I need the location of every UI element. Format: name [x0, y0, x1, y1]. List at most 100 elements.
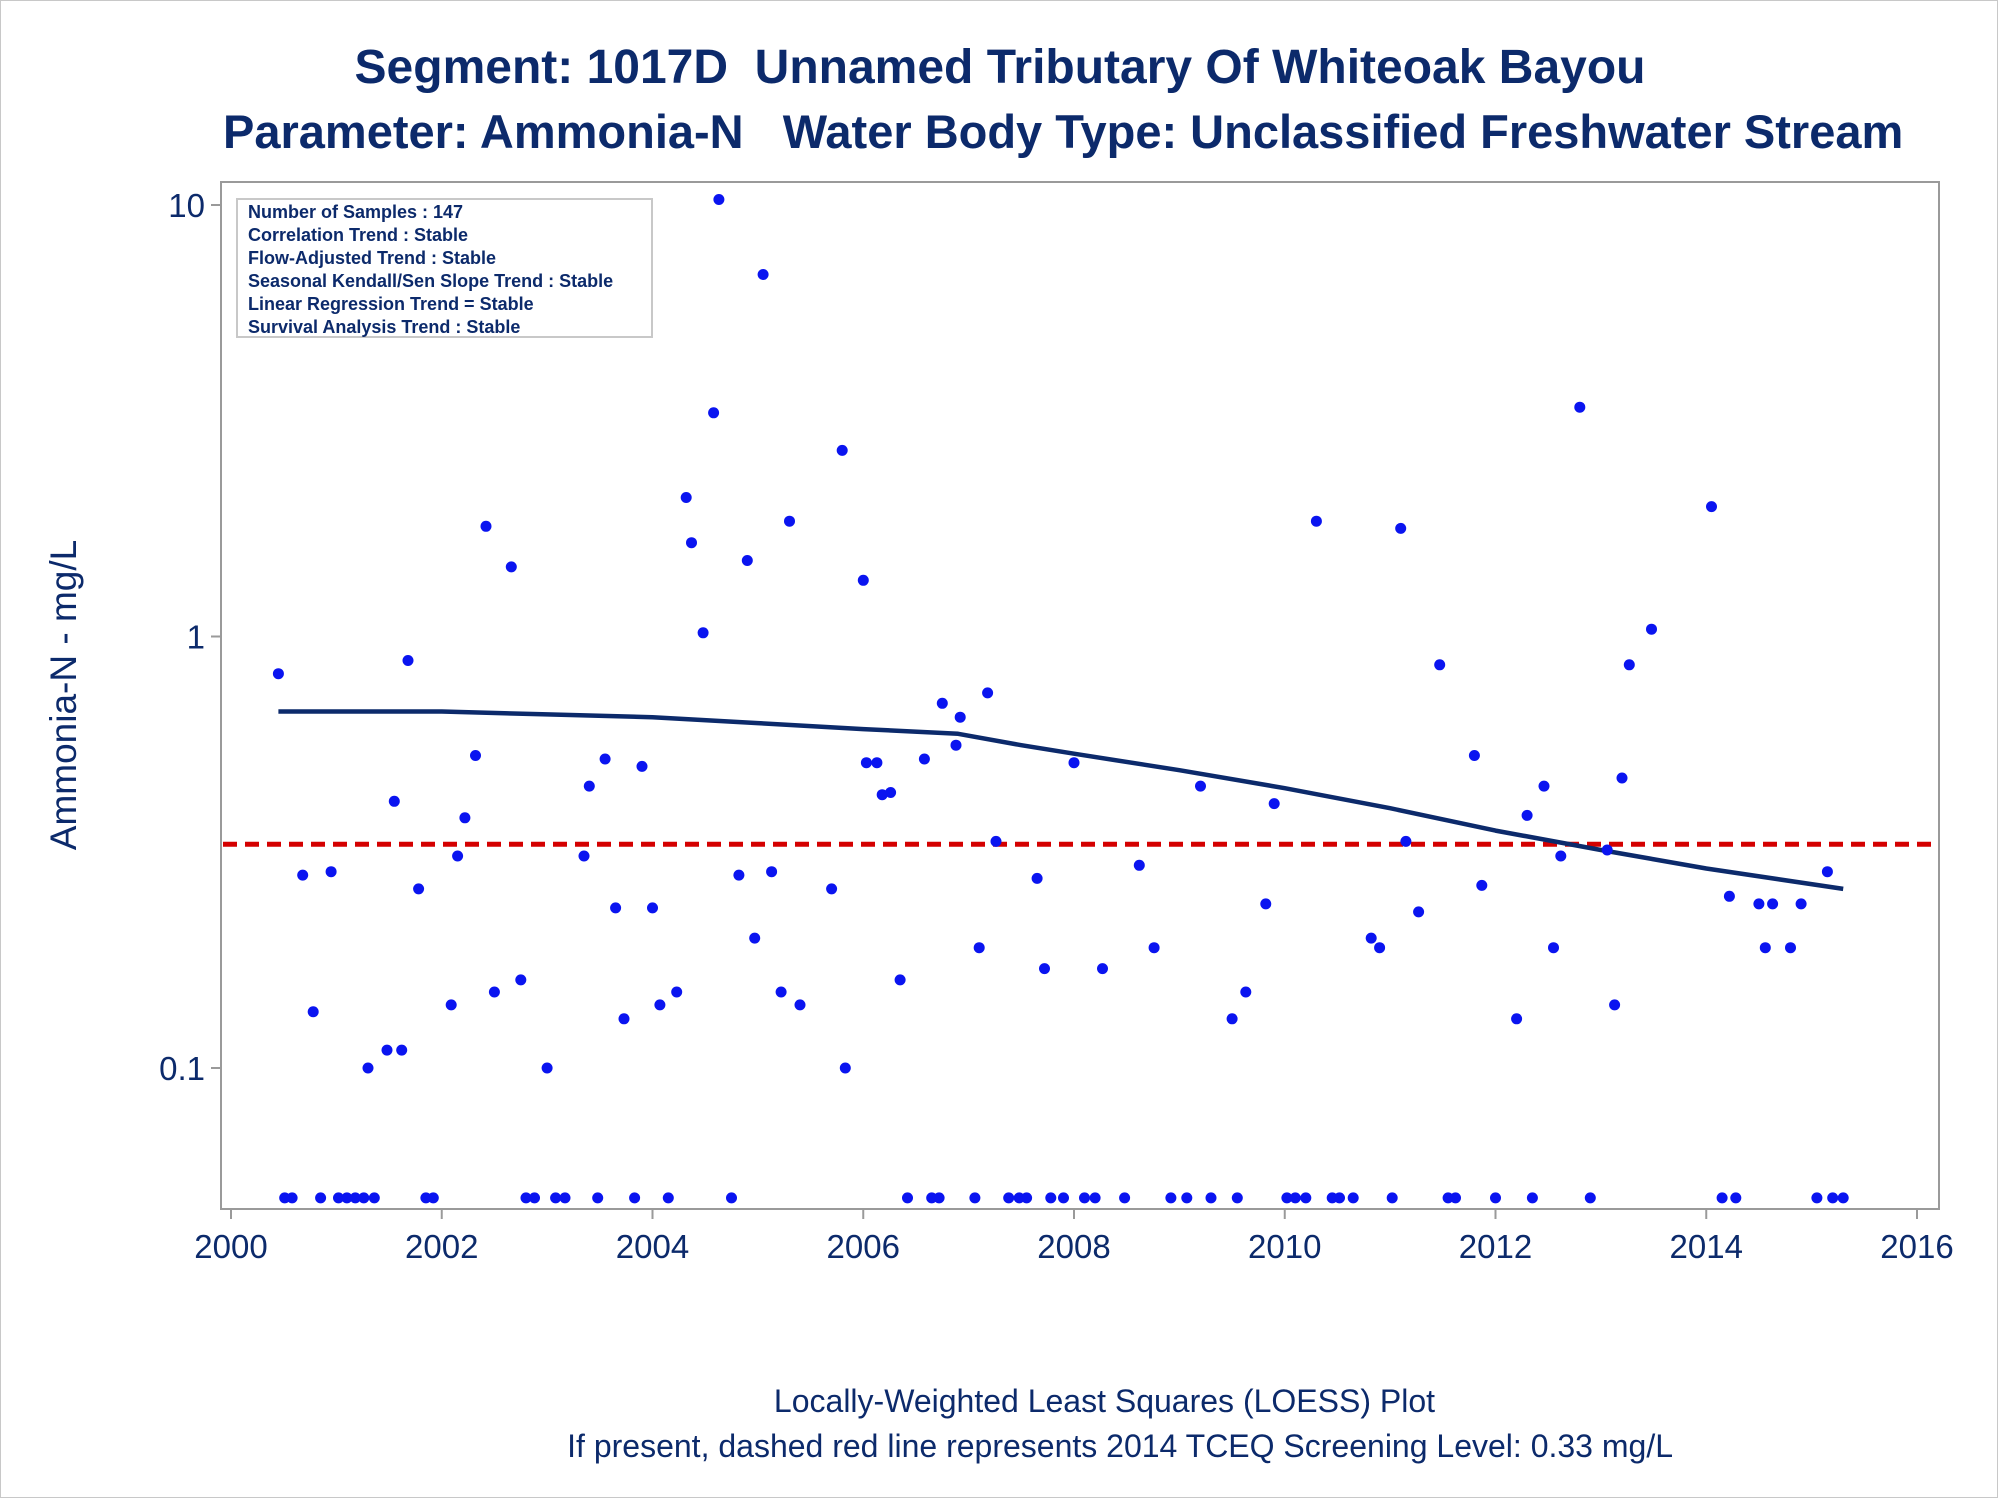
sample-point — [1616, 772, 1628, 784]
footnote-screening-level: If present, dashed red line represents 2… — [567, 1428, 1673, 1464]
sample-point — [333, 1192, 344, 1204]
sample-point — [1601, 844, 1613, 856]
sample-point — [936, 697, 948, 709]
footnote-plot-type: Locally-Weighted Least Squares (LOESS) P… — [773, 1383, 1435, 1419]
sample-point — [1240, 986, 1252, 998]
sample-point — [1021, 1192, 1033, 1204]
x-tick-label: 2006 — [827, 1228, 900, 1265]
sample-point — [550, 1192, 562, 1204]
sample-point — [488, 986, 500, 998]
sample-point — [1281, 1192, 1293, 1204]
sample-point — [973, 942, 985, 954]
sample-point — [1003, 1192, 1015, 1204]
sample-point — [871, 757, 883, 769]
sample-point — [1526, 1192, 1538, 1204]
sample-point — [618, 1013, 630, 1025]
sample-point — [1289, 1192, 1301, 1204]
sample-point — [1753, 898, 1765, 910]
sample-point — [1231, 1192, 1243, 1204]
sample-point — [1386, 1192, 1398, 1204]
sample-point — [775, 986, 787, 998]
sample-point — [1045, 1192, 1057, 1204]
sample-point — [826, 883, 838, 895]
sample-point — [445, 999, 457, 1011]
sample-point — [969, 1192, 981, 1204]
y-tick-label: 0.1 — [159, 1050, 205, 1087]
x-tick-label: 2004 — [616, 1228, 689, 1265]
sample-point — [1759, 942, 1771, 954]
sample-point — [272, 668, 284, 680]
sample-point — [1165, 1192, 1177, 1204]
sample-point — [1031, 872, 1043, 884]
sample-point — [1706, 501, 1717, 513]
sample-point — [1827, 1192, 1839, 1204]
sample-point — [1609, 999, 1621, 1011]
sample-point — [636, 760, 648, 772]
sample-point — [1785, 942, 1796, 954]
sample-point — [733, 869, 745, 881]
sample-point — [982, 687, 994, 699]
y-axis-label: Ammonia-N - mg/L — [43, 540, 84, 850]
chart-title: Segment: 1017D Unnamed Tributary Of Whit… — [354, 41, 1646, 94]
sample-point — [686, 537, 697, 549]
stat-seasonal-kendall-trend: Seasonal Kendall/Sen Slope Trend : Stabl… — [248, 271, 614, 291]
sample-point — [1268, 798, 1280, 810]
sample-point — [520, 1192, 532, 1204]
sample-point — [1821, 866, 1833, 878]
sample-point — [766, 866, 778, 878]
sample-point — [325, 866, 337, 878]
sample-point — [1148, 942, 1160, 954]
sample-point — [836, 444, 848, 456]
sample-point — [647, 902, 658, 914]
sample-point — [1434, 659, 1446, 671]
trend-statistics-box: Number of Samples : 147 Correlation Tren… — [236, 198, 653, 338]
y-tick-label: 10 — [168, 187, 205, 224]
sample-point — [1723, 890, 1735, 902]
sample-point — [599, 753, 611, 765]
sample-point — [341, 1192, 353, 1204]
sample-point — [860, 757, 872, 769]
sample-point — [1400, 835, 1412, 847]
sample-point — [1646, 623, 1657, 635]
sample-point — [726, 1192, 737, 1204]
sample-point — [708, 407, 720, 419]
y-tick-label: 1 — [187, 619, 205, 656]
sample-point — [1334, 1192, 1345, 1204]
x-tick-label: 2000 — [194, 1228, 267, 1265]
sample-point — [315, 1192, 327, 1204]
sample-point — [1058, 1192, 1069, 1204]
sample-point — [671, 986, 683, 998]
sample-point — [1574, 401, 1586, 413]
sample-point — [1181, 1192, 1193, 1204]
sample-point — [876, 789, 888, 801]
sample-point — [697, 627, 709, 639]
sample-point — [894, 974, 906, 986]
sample-point — [990, 835, 1002, 847]
sample-point — [1079, 1192, 1090, 1204]
sample-point — [1068, 757, 1080, 769]
x-tick-label: 2002 — [405, 1228, 478, 1265]
sample-point — [529, 1192, 540, 1204]
sample-point — [654, 999, 666, 1011]
sample-point — [1716, 1192, 1728, 1204]
sample-point — [1195, 780, 1206, 792]
sample-point — [505, 561, 517, 573]
stat-sample-count: Number of Samples : 147 — [248, 202, 464, 222]
sample-point — [713, 194, 725, 205]
sample-point — [559, 1192, 571, 1204]
x-tick-label: 2012 — [1459, 1228, 1532, 1265]
sample-point — [757, 269, 769, 280]
stat-survival-analysis-trend: Survival Analysis Trend : Stable — [248, 317, 521, 337]
sample-point — [1795, 898, 1807, 910]
sample-point — [297, 869, 309, 881]
sample-point — [1623, 659, 1635, 671]
sample-point — [1476, 879, 1488, 891]
sample-point — [1811, 1192, 1823, 1204]
sample-point — [368, 1192, 380, 1204]
sample-point — [933, 1192, 945, 1204]
sample-point — [1837, 1192, 1849, 1204]
x-tick-label: 2014 — [1670, 1228, 1743, 1265]
sample-point — [749, 932, 761, 944]
